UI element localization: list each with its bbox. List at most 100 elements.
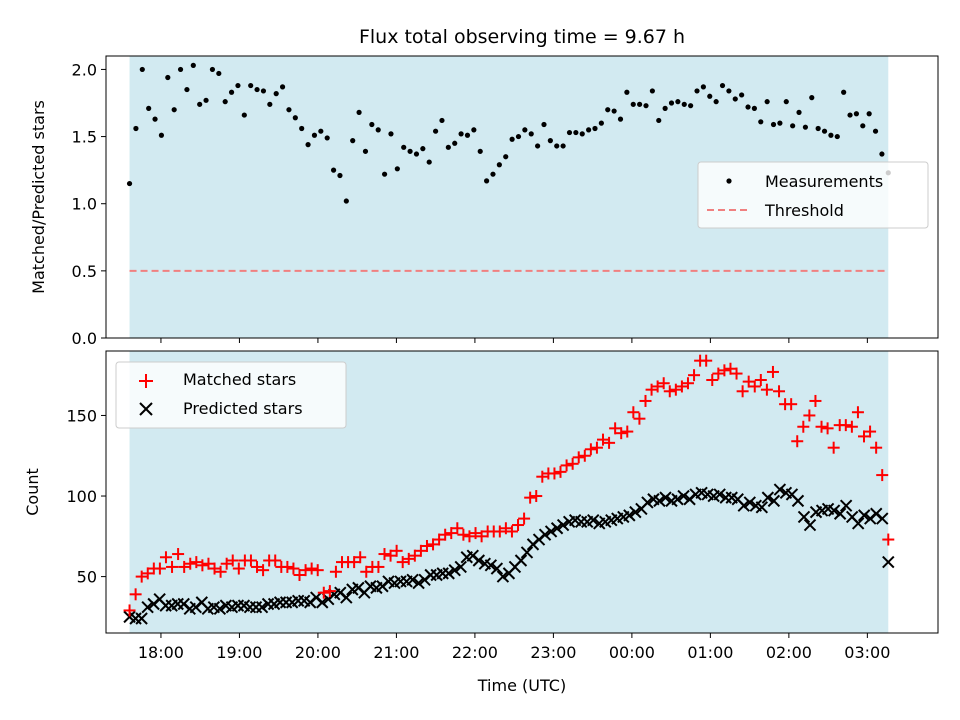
- measurement-point: [337, 172, 343, 179]
- measurement-point: [879, 151, 885, 157]
- matched-point: [414, 544, 427, 557]
- chart-title: Flux total observing time = 9.67 h: [359, 26, 685, 48]
- ratio-legend-box: [697, 161, 929, 229]
- measurement-point: [177, 66, 184, 73]
- measurement-point: [758, 119, 764, 125]
- measurement-point: [445, 144, 451, 150]
- measurement-point: [528, 131, 534, 137]
- matched-point: [299, 564, 312, 577]
- matched-point: [748, 380, 761, 393]
- measurement-point: [222, 99, 228, 105]
- measurement-point: [464, 132, 471, 138]
- matched-point: [584, 443, 597, 456]
- measurement-point: [713, 99, 719, 105]
- measurement-point: [745, 104, 751, 110]
- matched-point: [433, 533, 446, 546]
- matched-point: [281, 560, 294, 573]
- measurement-point: [796, 109, 802, 115]
- matched-point: [123, 604, 136, 617]
- measurement-point: [707, 93, 713, 99]
- matched-point: [408, 549, 421, 562]
- matched-point: [129, 588, 142, 601]
- matched-point: [190, 556, 203, 569]
- measurement-point: [362, 148, 369, 154]
- measurement-point: [496, 162, 502, 168]
- measurement-point: [235, 82, 241, 89]
- matched-point: [384, 549, 397, 562]
- predicted-point: [520, 546, 534, 559]
- legend-matched-label: Matched stars: [183, 370, 296, 389]
- matched-point: [311, 564, 324, 577]
- predicted-point: [490, 562, 504, 575]
- measurement-point: [305, 142, 311, 148]
- predicted-point: [255, 601, 269, 614]
- ratio-legend: Measurements Threshold: [697, 161, 929, 229]
- matched-point: [815, 420, 828, 433]
- measurement-point: [675, 99, 681, 105]
- predicted-point: [538, 528, 552, 541]
- matched-point: [803, 409, 816, 422]
- predicted-point: [412, 576, 425, 590]
- measurement-point: [286, 107, 292, 113]
- matched-point: [615, 427, 628, 440]
- matched-point: [688, 369, 701, 382]
- measurement-point: [503, 154, 509, 160]
- measurement-point: [592, 125, 598, 132]
- matched-point: [463, 530, 476, 543]
- measurement-point: [484, 178, 490, 184]
- predicted-point: [514, 554, 528, 567]
- matched-point: [821, 422, 834, 435]
- count-legend-box: [115, 361, 347, 429]
- measurement-point: [369, 121, 375, 128]
- measurement-point: [260, 88, 267, 94]
- count-x-tick-label: 22:00: [452, 643, 498, 662]
- count-x-tick-label: 03:00: [844, 643, 890, 662]
- matched-point: [663, 385, 676, 398]
- measurement-point: [841, 89, 847, 95]
- count-x-tick-label: 23:00: [530, 643, 576, 662]
- predicted-point: [556, 518, 570, 532]
- measurement-point: [458, 131, 464, 137]
- matched-point: [451, 522, 464, 535]
- legend-matched-marker: [139, 374, 153, 388]
- count-x-tick-label: 20:00: [295, 643, 341, 662]
- measurement-point: [726, 88, 732, 94]
- predicted-point: [484, 559, 498, 572]
- matched-point: [791, 435, 804, 448]
- measurement-point: [688, 103, 694, 109]
- measurement-point: [381, 171, 388, 177]
- matched-point: [208, 562, 221, 575]
- measurement-point: [554, 143, 560, 149]
- matched-point: [597, 433, 610, 446]
- measurement-point: [273, 91, 279, 97]
- legend-predicted-label: Predicted stars: [183, 399, 303, 418]
- predicted-point: [839, 499, 853, 512]
- matched-point: [269, 554, 282, 567]
- measurement-point: [209, 66, 216, 73]
- measurement-point: [228, 89, 235, 95]
- predicted-point: [755, 501, 769, 514]
- predicted-point: [442, 567, 455, 580]
- matched-point: [754, 374, 767, 387]
- matched-point: [627, 406, 640, 419]
- measurement-point: [586, 127, 592, 133]
- measurement-point: [171, 107, 177, 113]
- measurement-point: [394, 166, 400, 172]
- matched-point: [536, 470, 549, 483]
- matched-point: [851, 406, 864, 419]
- x-axis-label: Time (UTC): [477, 676, 566, 695]
- matched-point: [305, 562, 318, 575]
- matched-point: [153, 562, 166, 575]
- matched-point: [390, 544, 403, 557]
- matched-point: [220, 557, 233, 570]
- matched-point: [184, 557, 197, 570]
- predicted-point: [671, 493, 684, 506]
- predicted-point: [857, 509, 871, 522]
- measurement-point: [432, 128, 439, 134]
- matched-point: [566, 457, 579, 470]
- matched-point: [518, 512, 531, 525]
- predicted-point: [803, 518, 817, 532]
- matched-point: [226, 554, 239, 567]
- predicted-point: [472, 554, 486, 567]
- measurement-point: [860, 123, 866, 129]
